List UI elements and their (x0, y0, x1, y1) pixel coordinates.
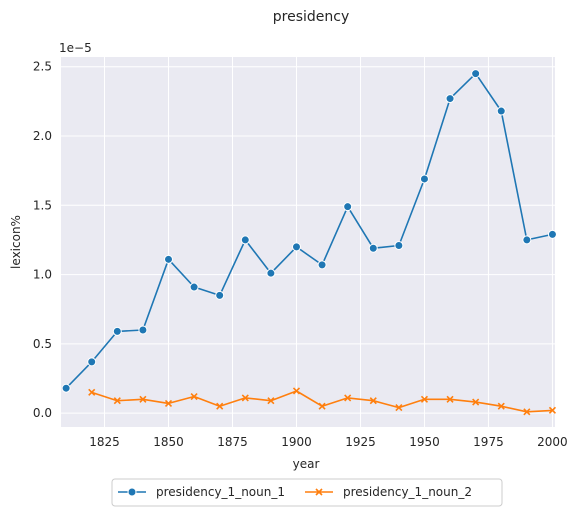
data-point (190, 392, 198, 401)
y-tick-label: 1.5 (33, 198, 52, 212)
y-axis-ticks: 0.0 0.5 1.0 1.5 2.0 2.5 (33, 60, 52, 420)
data-point (113, 397, 121, 405)
data-point (88, 388, 96, 396)
data-point (267, 397, 275, 405)
data-point (446, 395, 454, 403)
series-2 (88, 387, 557, 416)
data-point (369, 397, 377, 405)
series-layer (61, 69, 557, 416)
data-point (240, 235, 250, 245)
data-point (419, 174, 429, 184)
x-tick-label: 1900 (281, 435, 312, 449)
data-point (496, 106, 506, 116)
data-point (343, 202, 353, 212)
data-point (344, 394, 352, 402)
data-point (318, 402, 326, 410)
x-tick-label: 1875 (217, 435, 248, 449)
legend-marker (315, 488, 323, 496)
x-tick-label: 1825 (89, 435, 120, 449)
data-point (215, 290, 225, 300)
data-point (420, 395, 429, 403)
x-tick-label: 1850 (153, 435, 184, 449)
chart-title: presidency (273, 9, 350, 25)
data-point (445, 94, 455, 104)
data-point (87, 357, 97, 367)
data-point (241, 394, 249, 402)
data-point (138, 325, 148, 335)
data-point (472, 398, 480, 406)
series-1 (61, 69, 557, 393)
x-axis-label: year (293, 457, 320, 471)
data-point (189, 282, 199, 292)
data-point (497, 402, 505, 410)
y-tick-label: 2.0 (33, 129, 52, 143)
series-line (65, 72, 553, 389)
data-point (547, 229, 557, 239)
data-point (112, 326, 122, 336)
data-point (548, 406, 557, 414)
x-axis-ticks: 1825 1850 1875 1900 1925 1950 1975 2000 (89, 435, 567, 449)
x-tick-label: 1925 (345, 435, 376, 449)
grid (61, 57, 555, 427)
legend-marker (127, 487, 137, 497)
data-point (291, 242, 301, 252)
y-tick-label: 0.5 (33, 337, 52, 351)
data-point (164, 399, 173, 408)
data-point (266, 268, 276, 278)
legend-label: presidency_1_noun_2 (343, 485, 472, 499)
data-point (368, 243, 378, 253)
x-tick-label: 1950 (409, 435, 440, 449)
y-tick-label: 1.0 (33, 268, 52, 282)
y-tick-label: 0.0 (33, 406, 52, 420)
y-axis-label: lexicon% (9, 215, 23, 269)
data-point (216, 402, 224, 410)
data-point (164, 254, 174, 264)
y-tick-label: 2.5 (33, 60, 52, 74)
data-point (317, 260, 327, 270)
legend: presidency_1_noun_1 presidency_1_noun_2 (111, 478, 503, 507)
data-point (292, 387, 301, 395)
data-point (523, 408, 531, 416)
x-tick-label: 1975 (473, 435, 504, 449)
legend-label: presidency_1_noun_1 (156, 485, 285, 499)
data-point (394, 240, 404, 250)
y-offset-label: 1e−5 (59, 41, 92, 55)
x-tick-label: 2000 (537, 435, 568, 449)
data-point (61, 383, 71, 393)
data-point (395, 404, 403, 412)
plot-area (61, 57, 555, 427)
data-point (139, 395, 147, 403)
data-point (522, 235, 532, 245)
data-point (471, 69, 481, 79)
